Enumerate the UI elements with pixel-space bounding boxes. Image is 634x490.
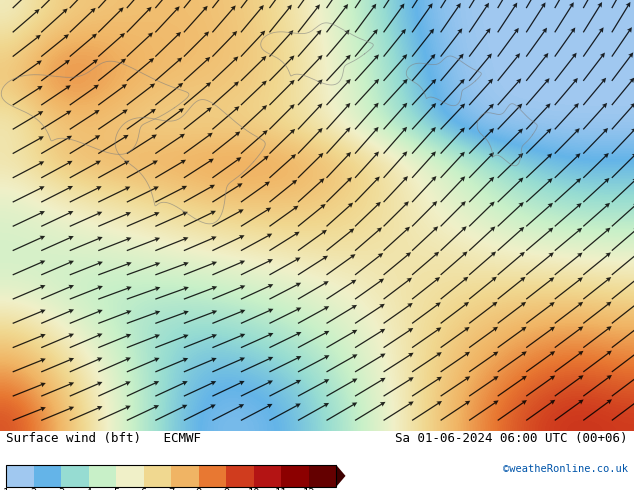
Bar: [309, 465, 336, 487]
Bar: [171, 465, 198, 487]
Bar: [281, 465, 309, 487]
Bar: [198, 465, 226, 487]
Text: 5: 5: [113, 488, 119, 490]
Text: 4: 4: [86, 488, 92, 490]
Text: 2: 2: [30, 488, 37, 490]
Bar: [89, 465, 116, 487]
Bar: [116, 465, 144, 487]
Text: 9: 9: [223, 488, 230, 490]
Text: 1: 1: [3, 488, 10, 490]
Text: Sa 01-06-2024 06:00 UTC (00+06): Sa 01-06-2024 06:00 UTC (00+06): [395, 432, 628, 445]
Text: Surface wind (bft)   ECMWF: Surface wind (bft) ECMWF: [6, 432, 202, 445]
Text: 3: 3: [58, 488, 65, 490]
Text: 6: 6: [141, 488, 147, 490]
Bar: [6, 465, 336, 487]
Bar: [254, 465, 281, 487]
Bar: [61, 465, 89, 487]
Bar: [34, 465, 61, 487]
Text: 10: 10: [247, 488, 260, 490]
Text: 7: 7: [168, 488, 174, 490]
Text: 8: 8: [195, 488, 202, 490]
Text: ©weatheRonline.co.uk: ©weatheRonline.co.uk: [503, 464, 628, 473]
Bar: [6, 465, 34, 487]
Polygon shape: [336, 465, 346, 487]
Text: 12: 12: [302, 488, 315, 490]
Bar: [226, 465, 254, 487]
Text: 11: 11: [275, 488, 287, 490]
Bar: [144, 465, 171, 487]
